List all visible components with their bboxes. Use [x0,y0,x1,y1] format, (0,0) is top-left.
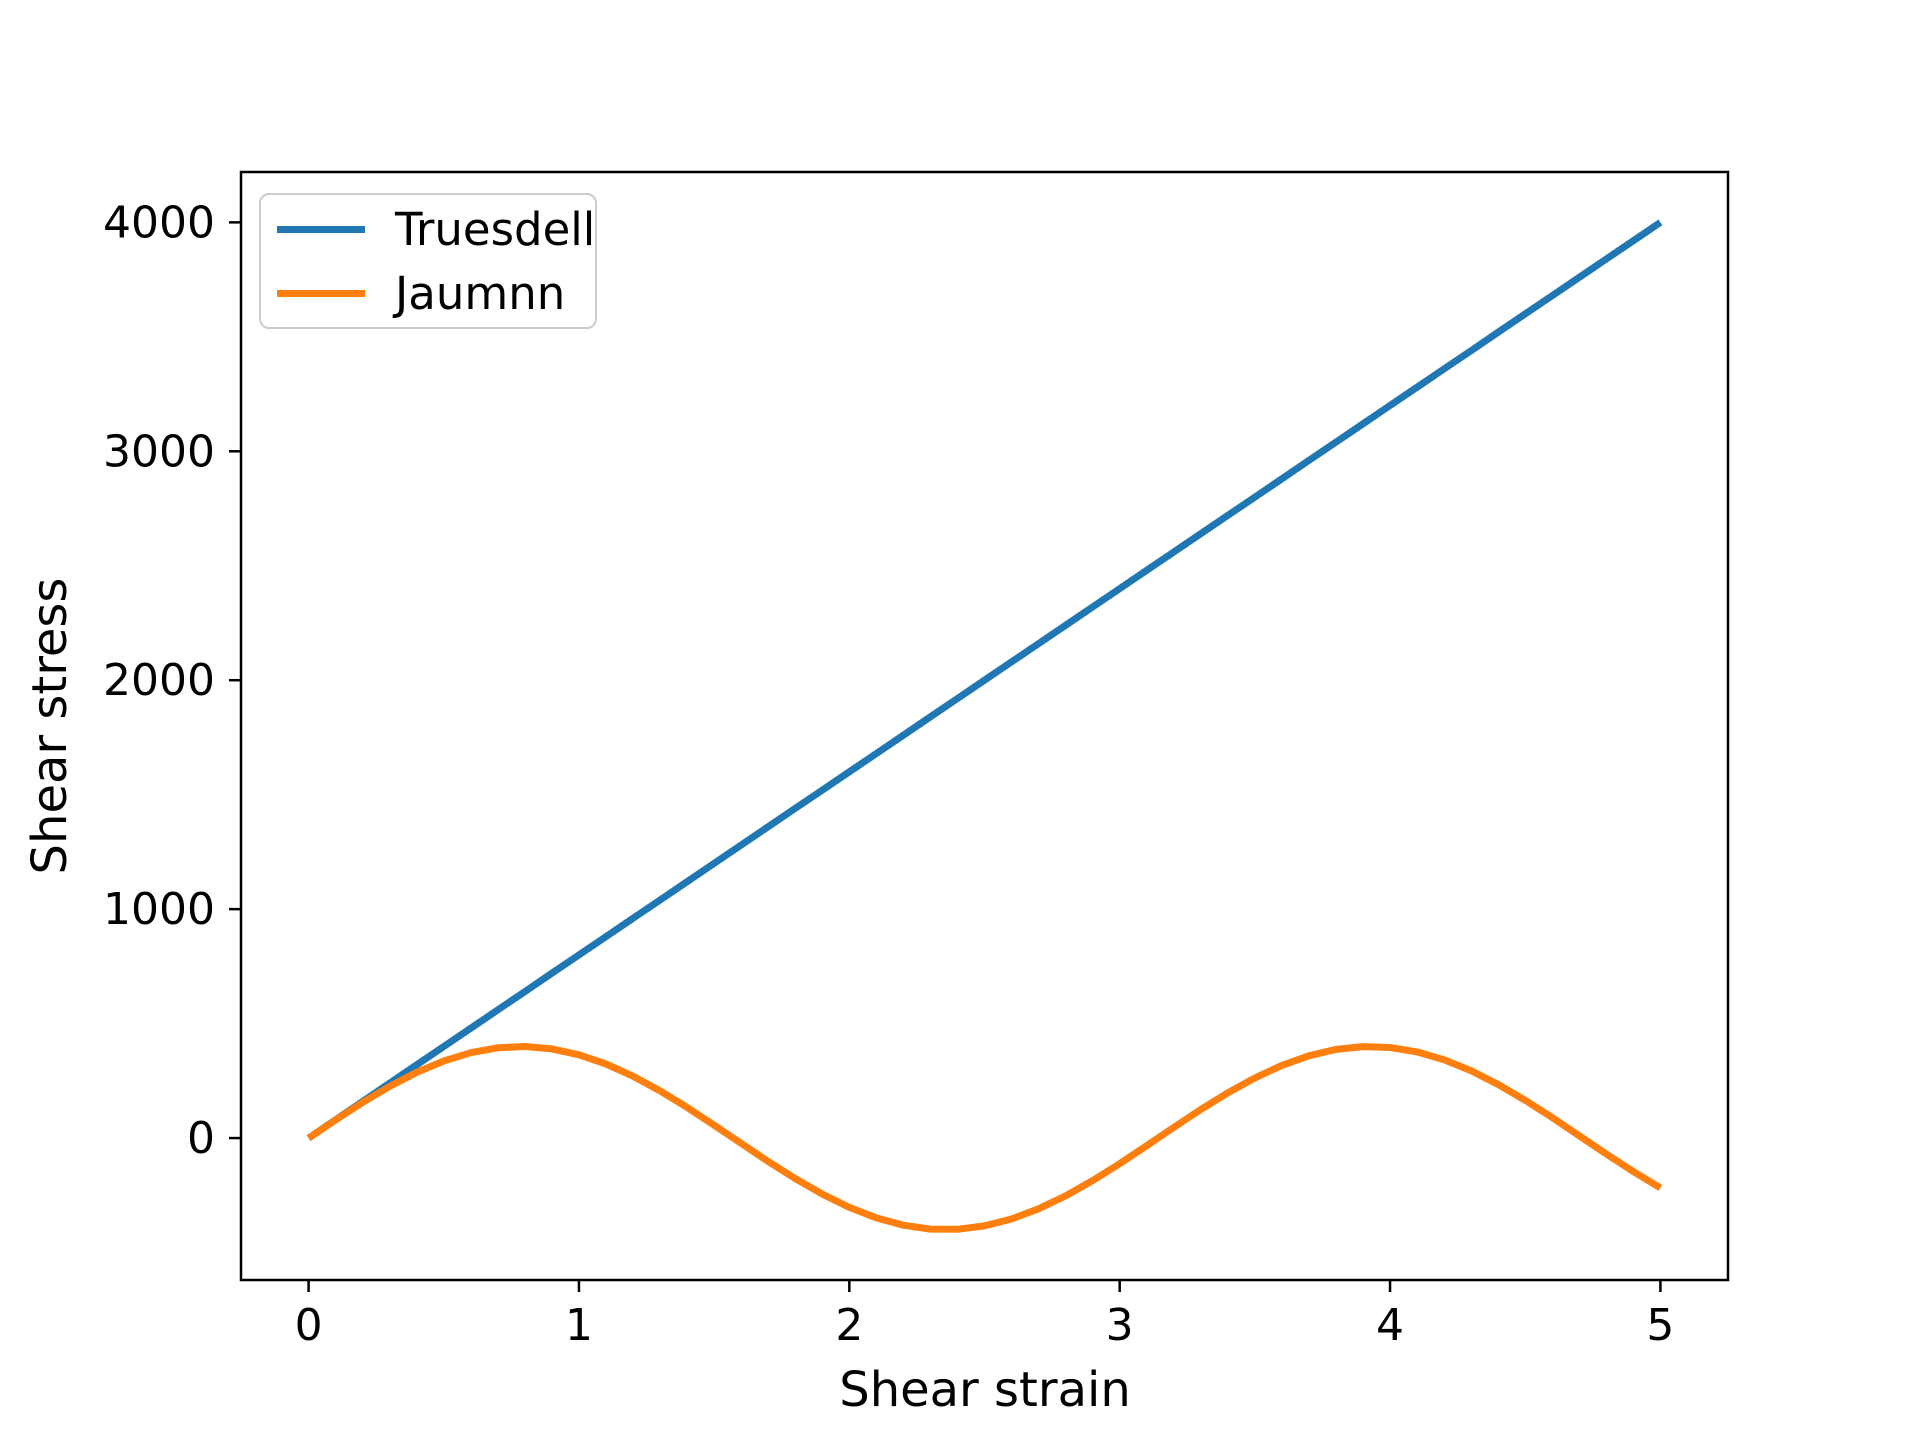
series-line-jaumnn [306,1043,1663,1233]
legend-label-jaumnn: Jaumnn [395,266,566,320]
legend-line-swatch-jaumnn [277,289,365,297]
y-tick-label: 4000 [103,197,215,248]
y-tick-label: 0 [187,1113,215,1164]
plot-border [239,170,1730,1282]
legend-item-truesdell: Truesdell [277,205,595,253]
x-axis-label: Shear strain [839,1362,1131,1418]
y-axis-ticks: 0 1000 2000 3000 4000 [103,197,241,1164]
plot-area [241,172,1728,1280]
legend-item-jaumnn: Jaumnn [277,269,595,317]
y-tick-label: 2000 [103,655,215,706]
x-tick-label: 2 [835,1300,863,1351]
legend-line-swatch-truesdell [277,225,365,233]
x-tick-label: 4 [1376,1300,1404,1351]
legend-label-truesdell: Truesdell [395,202,596,256]
x-axis-ticks: 0 1 2 3 4 5 [295,1280,1674,1351]
x-tick-label: 1 [565,1300,593,1351]
series-curves [306,219,1663,1233]
y-tick-label: 3000 [103,426,215,477]
x-tick-label: 5 [1646,1300,1674,1351]
series-line-truesdell [306,219,1663,1141]
x-tick-label: 0 [295,1300,323,1351]
y-tick-label: 1000 [103,884,215,935]
x-tick-label: 3 [1106,1300,1134,1351]
y-axis-label: Shear stress [22,578,78,875]
legend: Truesdell Jaumnn [259,193,597,329]
